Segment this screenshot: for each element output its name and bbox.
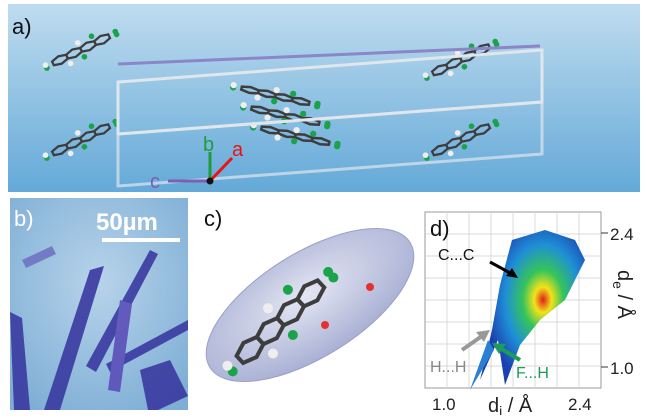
atom xyxy=(324,121,330,127)
atom xyxy=(241,102,247,108)
atom xyxy=(492,119,498,125)
x-tick-label: 2.4 xyxy=(568,395,592,414)
x-tick-label: 1.0 xyxy=(432,395,456,414)
atom xyxy=(268,349,278,359)
y-axis-title: de / Å xyxy=(610,270,636,320)
atom xyxy=(222,361,232,371)
panel-label: a) xyxy=(12,14,32,39)
atom xyxy=(283,107,289,113)
atom xyxy=(82,144,88,150)
atom xyxy=(89,33,95,39)
atom xyxy=(323,267,333,277)
panel-label: c) xyxy=(204,206,222,231)
atom xyxy=(423,152,429,158)
atom xyxy=(291,138,297,144)
scale-bar-label: 50µm xyxy=(96,209,158,236)
atom xyxy=(293,127,299,133)
axis-label: a xyxy=(232,139,244,161)
atom xyxy=(300,111,306,117)
axis-label: b xyxy=(203,134,214,156)
atom xyxy=(448,151,454,157)
atom xyxy=(271,98,277,104)
atom xyxy=(448,71,454,77)
axis-symbol: d xyxy=(488,395,499,415)
atom xyxy=(82,54,88,60)
annotation: F...H xyxy=(516,365,549,382)
atom xyxy=(68,61,74,67)
axis-subscript: e xyxy=(610,281,626,289)
y-tick-label: 1.0 xyxy=(610,359,634,378)
atom xyxy=(75,40,81,46)
atom xyxy=(254,94,260,100)
atom xyxy=(462,64,468,70)
atom xyxy=(43,152,49,158)
atom xyxy=(112,29,118,35)
atom xyxy=(310,131,316,137)
atom xyxy=(75,130,81,136)
axis-label: c xyxy=(150,171,160,193)
page: a) b a c 50µm b) c) xyxy=(0,0,646,415)
contact-spot xyxy=(366,283,374,291)
axis-unit: / Å xyxy=(502,394,533,415)
panel-b: 50µm b) xyxy=(10,198,188,410)
atom xyxy=(264,114,270,120)
x-axis-title: di / Å xyxy=(488,394,533,415)
annotation: H...H xyxy=(430,359,466,376)
atom xyxy=(283,285,293,295)
atom xyxy=(288,330,298,340)
atom xyxy=(462,144,468,150)
atom xyxy=(273,87,279,93)
atom xyxy=(274,134,280,140)
atom xyxy=(263,303,273,313)
atom xyxy=(43,62,49,68)
figure: a) b a c 50µm b) c) xyxy=(0,0,646,415)
panel-label: b) xyxy=(14,206,34,231)
atom xyxy=(89,123,95,129)
axis-symbol: d xyxy=(613,270,635,281)
panel-a: a) b a c xyxy=(8,4,640,193)
atom xyxy=(492,39,498,45)
atom xyxy=(469,123,475,129)
atom xyxy=(455,130,461,136)
annotation: C...C xyxy=(438,247,474,264)
contact-spot xyxy=(321,321,329,329)
axis-unit: / Å xyxy=(613,289,636,320)
atom xyxy=(231,82,237,88)
y-tick-label: 2.4 xyxy=(610,225,634,244)
panel-d: d) C...C H...H F...H 2.4 1.0 1.0 2.4 de … xyxy=(425,212,636,415)
panel-c: c) xyxy=(182,198,437,411)
atom xyxy=(68,151,74,157)
atom xyxy=(314,101,320,107)
atom xyxy=(423,72,429,78)
panel-a-background xyxy=(8,4,640,192)
atom xyxy=(334,141,340,147)
panel-label: d) xyxy=(430,216,450,241)
atom xyxy=(290,91,296,97)
